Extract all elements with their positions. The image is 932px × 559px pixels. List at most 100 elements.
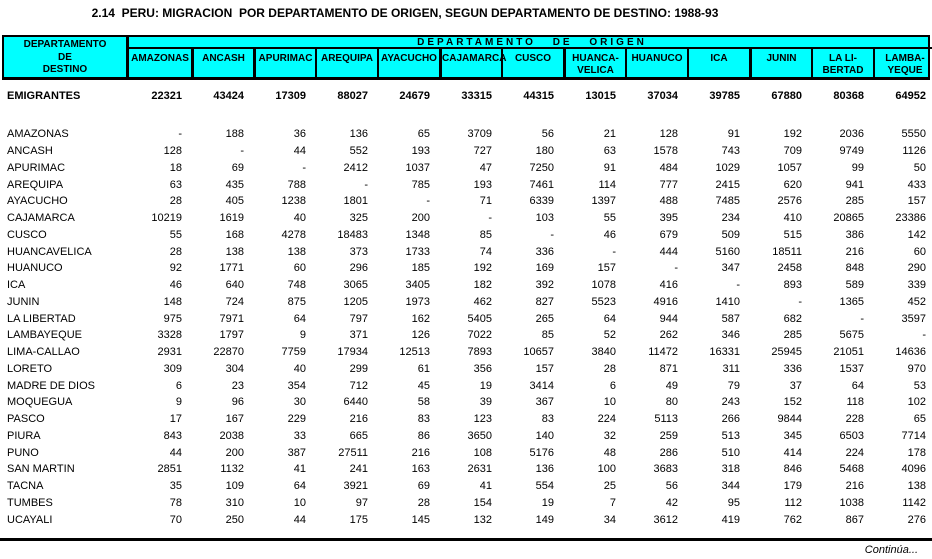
value-cell: - [178,128,182,141]
value-cell: 1037 [405,161,430,174]
value-cell: 509 [721,228,740,241]
value-cell: 128 [163,145,182,158]
value-cell: 44315 [523,90,554,102]
value-cell: 42 [665,496,678,509]
value-cell: 28 [417,496,430,509]
value-cell: 25945 [771,346,802,359]
value-cell: 5675 [839,329,864,342]
value-cell: 2631 [467,463,492,476]
value-cell: 392 [535,279,554,292]
value-cell: 179 [783,480,802,493]
value-cell: 1348 [405,228,430,241]
table-bottom-border [0,538,932,541]
value-cell: 178 [907,446,926,459]
value-cell: 410 [783,212,802,225]
value-cell: 96 [231,396,244,409]
value-cell: 3650 [467,429,492,442]
value-cell: 515 [783,228,802,241]
value-cell: 154 [473,496,492,509]
value-cell: 41 [293,463,306,476]
value-cell: 91 [727,128,740,141]
value-cell: 7893 [467,346,492,359]
value-cell: 60 [913,245,926,258]
value-cell: 5405 [467,312,492,325]
value-cell: 346 [721,329,740,342]
value-cell: 373 [349,245,368,258]
value-cell: 304 [225,362,244,375]
value-cell: 9 [299,329,306,342]
value-cell: 192 [783,128,802,141]
value-cell: 118 [846,396,864,409]
value-cell: 318 [721,463,740,476]
value-cell: 56 [665,480,678,493]
destination-label: PUNO [7,446,39,459]
value-cell: 182 [473,279,492,292]
value-cell: 64 [851,379,864,392]
value-cell: 712 [349,379,368,392]
table-row: MADRE DE DIOS 6 23 354 712 45 19 3414 6 49 79 37 64 5… [2,377,930,394]
value-cell: 944 [659,312,678,325]
value-cell: 354 [287,379,306,392]
value-cell: 243 [721,396,740,409]
value-cell: 2576 [777,195,802,208]
value-cell: 17 [169,413,182,426]
value-cell: 6 [609,379,616,392]
value-cell: 83 [541,413,554,426]
value-cell: 347 [721,262,740,275]
value-cell: 1537 [839,362,864,375]
value-cell: 3709 [467,128,492,141]
value-cell: 4096 [901,463,926,476]
table-body: AMAZONAS -188 36 136 65 3709 56 21 128 91 192 2036 5… [2,126,930,528]
value-cell: 1578 [653,145,678,158]
value-cell: 188 [225,128,244,141]
origin-column-header: AREQUIPA [315,49,377,77]
value-cell: 336 [783,362,802,375]
value-cell: 35 [169,480,182,493]
value-cell: 64952 [895,90,926,102]
value-cell: 762 [783,513,802,526]
value-cell: 56 [541,128,554,141]
value-cell: 309 [163,362,182,375]
value-cell: 185 [411,262,430,275]
value-cell: 262 [659,329,678,342]
destination-label: ANCASH [7,145,53,158]
value-cell: 250 [225,513,244,526]
value-cell: 44 [293,513,306,526]
value-cell: 71 [479,195,492,208]
destination-label: HUANUCO [7,262,63,275]
value-cell: 462 [473,295,492,308]
value-cell: 224 [597,413,616,426]
value-cell: 33 [293,429,306,442]
value-cell: 3840 [591,346,616,359]
value-cell: 6339 [529,195,554,208]
value-cell: 10657 [523,346,554,359]
table-row: AYACUCHO 28 405 1238 1801 - 71 6339 1397 488 7485 2… [2,193,930,210]
table-row: LA LIBERTAD 975 7971 64 797 162 5405 265 64 944 58… [2,310,930,327]
value-cell: 709 [783,145,802,158]
destination-label: SAN MARTIN [7,463,75,476]
value-cell: 1057 [777,161,802,174]
value-cell: 55 [169,228,182,241]
table-row: TUMBES 78 310 10 97 28 154 19 7 42 95 112 1038 1142 [2,495,930,512]
value-cell: 123 [473,413,492,426]
destination-label: MOQUEGUA [7,396,73,409]
value-cell: 41 [479,480,492,493]
origin-column-header: LA LI- BERTAD [811,49,873,77]
value-cell: 1205 [343,295,368,308]
value-cell: 67880 [771,90,802,102]
destination-label: LORETO [7,362,53,375]
destination-label: UCAYALI [7,513,53,526]
value-cell: 3405 [405,279,430,292]
value-cell: 1038 [839,496,864,509]
value-cell: 43424 [213,90,244,102]
destination-label: PIURA [7,429,41,442]
value-cell: 145 [411,513,430,526]
value-cell: 7759 [281,346,306,359]
value-cell: 724 [225,295,244,308]
value-cell: 975 [163,312,182,325]
value-cell: 103 [535,212,554,225]
value-cell: 7461 [529,178,554,191]
value-cell: 371 [349,329,368,342]
value-cell: 28 [169,195,182,208]
value-cell: 92 [169,262,182,275]
